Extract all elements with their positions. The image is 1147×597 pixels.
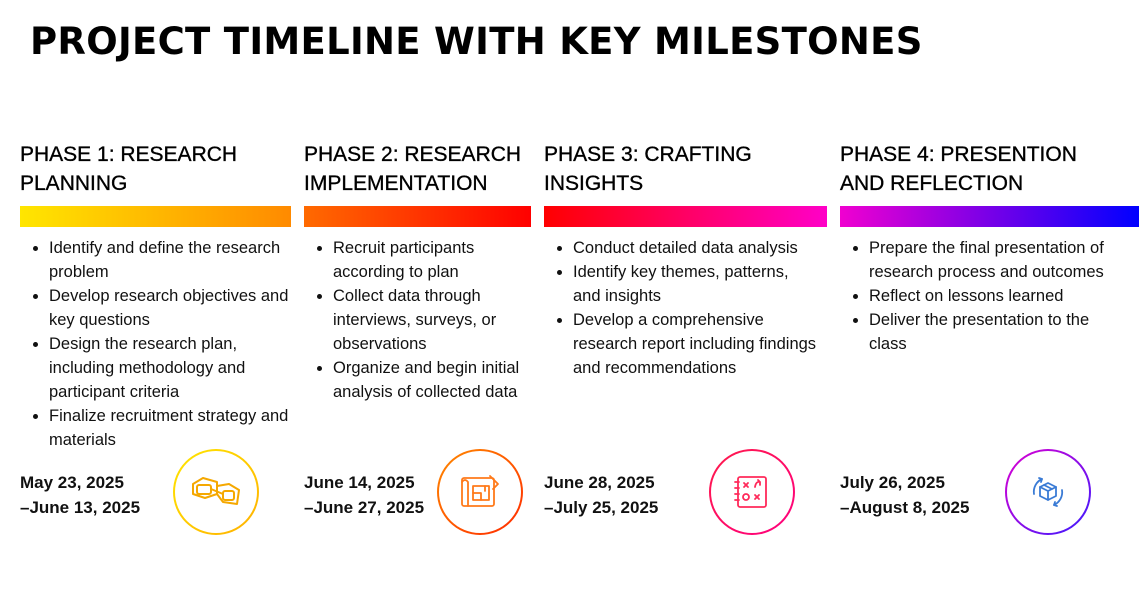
date-range: May 23, 2025 –June 13, 2025 bbox=[20, 470, 140, 520]
icon-circle bbox=[437, 449, 523, 535]
phase-title: PHASE 3: CRAFTING INSIGHTS bbox=[544, 140, 828, 198]
phase-bar bbox=[304, 206, 531, 227]
page-title: PROJECT TIMELINE WITH KEY MILESTONES bbox=[30, 20, 923, 63]
phase-title-line: INSIGHTS bbox=[544, 172, 644, 195]
phase-title: PHASE 1: RESEARCH PLANNING bbox=[20, 140, 292, 198]
bullet-list: Recruit participants according to plan C… bbox=[304, 236, 533, 404]
date-start: June 28, 2025 bbox=[544, 473, 655, 492]
phase-title-line: PLANNING bbox=[20, 172, 128, 195]
phase-2: PHASE 2: RESEARCH IMPLEMENTATION Recruit… bbox=[304, 140, 532, 535]
list-item: Prepare the final presentation of resear… bbox=[869, 236, 1117, 284]
phase-bar bbox=[840, 206, 1139, 227]
list-item: Finalize recruitment strategy and materi… bbox=[49, 404, 295, 452]
strategy-board-icon bbox=[734, 476, 767, 508]
date-end: –June 27, 2025 bbox=[304, 498, 425, 517]
date-end: –July 25, 2025 bbox=[544, 498, 659, 517]
list-item: Organize and begin initial analysis of c… bbox=[333, 356, 533, 404]
list-item: Identify and define the research problem bbox=[49, 236, 295, 284]
phase-title-line: PHASE 1: RESEARCH bbox=[20, 143, 238, 166]
3d-glasses-icon bbox=[192, 477, 240, 505]
date-range: July 26, 2025 –August 8, 2025 bbox=[840, 470, 969, 520]
phase-title: PHASE 2: RESEARCH IMPLEMENTATION bbox=[304, 140, 532, 198]
date-range: June 28, 2025 –July 25, 2025 bbox=[544, 470, 658, 520]
phase-title-line: PHASE 4: PRESENTION bbox=[840, 143, 1077, 166]
blueprint-icon bbox=[461, 475, 499, 507]
bullet-list: Identify and define the research problem… bbox=[20, 236, 295, 452]
phase-1: PHASE 1: RESEARCH PLANNING Identify and … bbox=[20, 140, 292, 535]
icon-circle bbox=[709, 449, 795, 535]
bullet-list: Prepare the final presentation of resear… bbox=[840, 236, 1117, 356]
phase-4: PHASE 4: PRESENTION AND REFLECTION Prepa… bbox=[840, 140, 1140, 535]
phase-bar bbox=[20, 206, 291, 227]
date-start: July 26, 2025 bbox=[840, 473, 945, 492]
bullet-list: Conduct detailed data analysis Identify … bbox=[544, 236, 818, 380]
list-item: Deliver the presentation to the class bbox=[869, 308, 1117, 356]
phase-bar bbox=[544, 206, 827, 227]
date-start: May 23, 2025 bbox=[20, 473, 124, 492]
phase-title-line: AND REFLECTION bbox=[840, 172, 1024, 195]
list-item: Identify key themes, patterns, and insig… bbox=[573, 260, 818, 308]
date-range: June 14, 2025 –June 27, 2025 bbox=[304, 470, 424, 520]
phase-title: PHASE 4: PRESENTION AND REFLECTION bbox=[840, 140, 1140, 198]
phase-title-line: IMPLEMENTATION bbox=[304, 172, 488, 195]
icon-circle bbox=[1005, 449, 1091, 535]
list-item: Reflect on lessons learned bbox=[869, 284, 1117, 308]
date-end: –August 8, 2025 bbox=[840, 498, 970, 517]
date-start: June 14, 2025 bbox=[304, 473, 415, 492]
phase-3: PHASE 3: CRAFTING INSIGHTS Conduct detai… bbox=[544, 140, 828, 535]
list-item: Conduct detailed data analysis bbox=[573, 236, 818, 260]
icon-circle bbox=[173, 449, 259, 535]
cube-refresh-icon bbox=[1032, 477, 1064, 507]
phase-title-line: PHASE 3: CRAFTING bbox=[544, 143, 752, 166]
list-item: Design the research plan, including meth… bbox=[49, 332, 295, 404]
list-item: Develop research objectives and key ques… bbox=[49, 284, 295, 332]
phase-title-line: PHASE 2: RESEARCH bbox=[304, 143, 522, 166]
list-item: Collect data through interviews, surveys… bbox=[333, 284, 533, 356]
list-item: Recruit participants according to plan bbox=[333, 236, 533, 284]
date-end: –June 13, 2025 bbox=[20, 498, 141, 517]
list-item: Develop a comprehensive research report … bbox=[573, 308, 818, 380]
